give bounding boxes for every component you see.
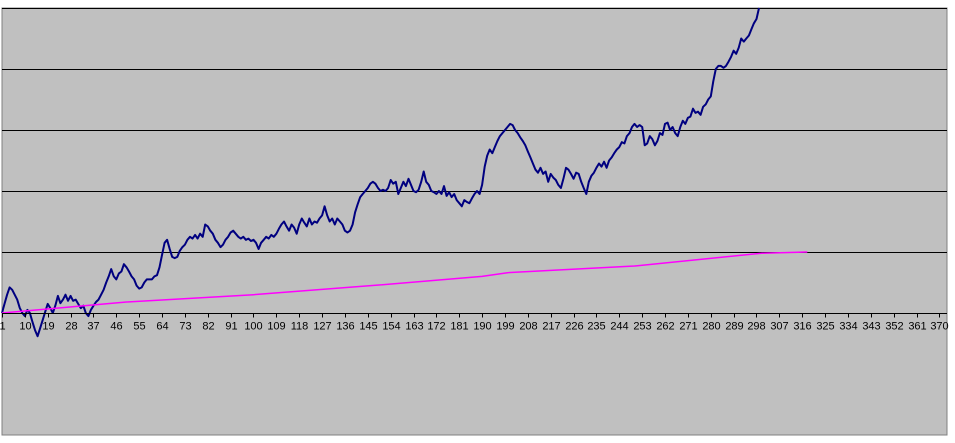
x-tick-label: 199: [496, 321, 514, 333]
series-lines: [1, 7, 808, 338]
x-tick-label: 109: [267, 321, 285, 333]
series-line-1: [1, 7, 760, 338]
x-tick-label: 46: [110, 321, 122, 333]
x-tick-label: 226: [565, 321, 583, 333]
x-tick-label: 244: [610, 321, 628, 333]
x-tick-label: 235: [587, 321, 605, 333]
x-tick-label: 361: [908, 321, 926, 333]
x-tick-label: 91: [225, 321, 237, 333]
x-tick-label: 352: [885, 321, 903, 333]
x-tick-label: 64: [156, 321, 168, 333]
x-tick-label: 10: [19, 321, 31, 333]
x-axis: 1 10 19 28 37 46 55 64 73 82 91 100 109 118 127 136 145 1…: [0, 313, 949, 333]
plot-area: [1, 7, 948, 436]
x-tick-label: 181: [450, 321, 468, 333]
x-tick-label: 136: [336, 321, 354, 333]
x-tick-label: 280: [702, 321, 720, 333]
x-tick-label: 325: [816, 321, 834, 333]
series-line-2: [1, 251, 808, 314]
x-tick-label: 271: [679, 321, 697, 333]
x-tick-label: 289: [725, 321, 743, 333]
x-tick-label: 370: [930, 321, 948, 333]
x-tick-label: 1: [0, 321, 6, 333]
x-tick-label: 208: [519, 321, 537, 333]
x-tick-label: 298: [747, 321, 765, 333]
gridlines: [1, 7, 948, 436]
x-tick-label: 55: [133, 321, 145, 333]
x-tick-label: 82: [202, 321, 214, 333]
x-tick-label: 118: [291, 321, 309, 333]
x-tick-label: 316: [793, 321, 811, 333]
x-tick-label: 307: [770, 321, 788, 333]
x-tick-label: 163: [405, 321, 423, 333]
x-tick-label: 190: [473, 321, 491, 333]
x-tick-label: 37: [87, 321, 99, 333]
x-tick-label: 100: [244, 321, 262, 333]
x-tick-label: 343: [862, 321, 880, 333]
x-tick-label: 154: [382, 321, 400, 333]
x-tick-label: 19: [42, 321, 54, 333]
x-tick-label: 253: [633, 321, 651, 333]
x-tick-label: 127: [313, 321, 331, 333]
x-tick-label: 262: [656, 321, 674, 333]
x-tick-label: 145: [359, 321, 377, 333]
x-tick-label: 334: [839, 321, 857, 333]
x-tick-label: 217: [542, 321, 560, 333]
x-tick-label: 73: [179, 321, 191, 333]
x-tick-label: 28: [65, 321, 77, 333]
x-tick-label: 172: [427, 321, 445, 333]
